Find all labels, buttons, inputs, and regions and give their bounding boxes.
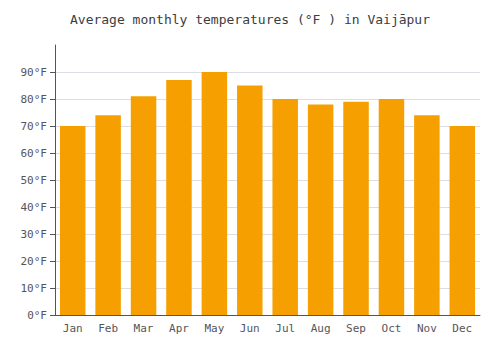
svg-text:40°F: 40°F xyxy=(21,201,48,214)
svg-text:30°F: 30°F xyxy=(21,228,48,241)
svg-text:0°F: 0°F xyxy=(27,309,47,322)
svg-text:Jun: Jun xyxy=(240,322,260,335)
svg-text:May: May xyxy=(204,322,224,335)
svg-text:Average monthly temperatures (: Average monthly temperatures (°F ) in Va… xyxy=(70,12,430,27)
svg-text:Feb: Feb xyxy=(98,322,118,335)
svg-text:60°F: 60°F xyxy=(21,147,48,160)
svg-text:Dec: Dec xyxy=(452,322,472,335)
svg-text:70°F: 70°F xyxy=(21,120,48,133)
svg-text:Oct: Oct xyxy=(382,322,402,335)
svg-text:Sep: Sep xyxy=(346,322,366,335)
svg-text:Nov: Nov xyxy=(417,322,437,335)
svg-text:Jul: Jul xyxy=(275,322,295,335)
svg-text:Aug: Aug xyxy=(311,322,331,335)
svg-text:80°F: 80°F xyxy=(21,93,48,106)
svg-text:Jan: Jan xyxy=(63,322,83,335)
svg-text:10°F: 10°F xyxy=(21,282,48,295)
svg-text:20°F: 20°F xyxy=(21,255,48,268)
svg-text:50°F: 50°F xyxy=(21,174,48,187)
svg-text:Mar: Mar xyxy=(134,322,154,335)
svg-text:Apr: Apr xyxy=(169,322,189,335)
svg-text:90°F: 90°F xyxy=(21,66,48,79)
